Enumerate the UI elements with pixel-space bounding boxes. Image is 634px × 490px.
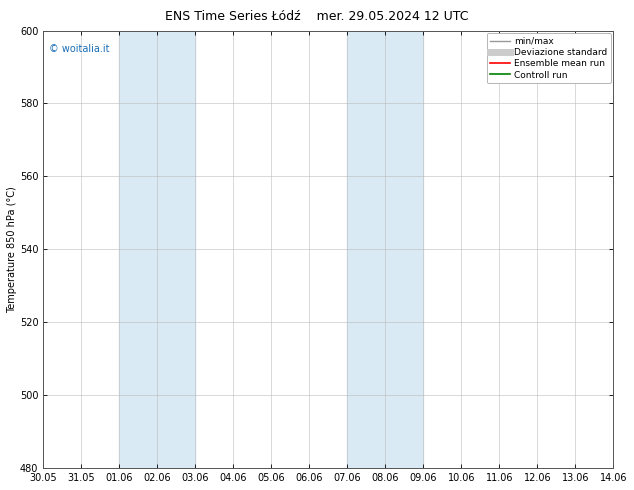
Text: ENS Time Series Łódź    mer. 29.05.2024 12 UTC: ENS Time Series Łódź mer. 29.05.2024 12 …: [165, 10, 469, 23]
Text: © woitalia.it: © woitalia.it: [49, 44, 110, 54]
Bar: [119, 30, 195, 468]
Y-axis label: Temperature 850 hPa (°C): Temperature 850 hPa (°C): [7, 186, 17, 313]
Legend: min/max, Deviazione standard, Ensemble mean run, Controll run: min/max, Deviazione standard, Ensemble m…: [487, 33, 611, 83]
Bar: [347, 30, 424, 468]
